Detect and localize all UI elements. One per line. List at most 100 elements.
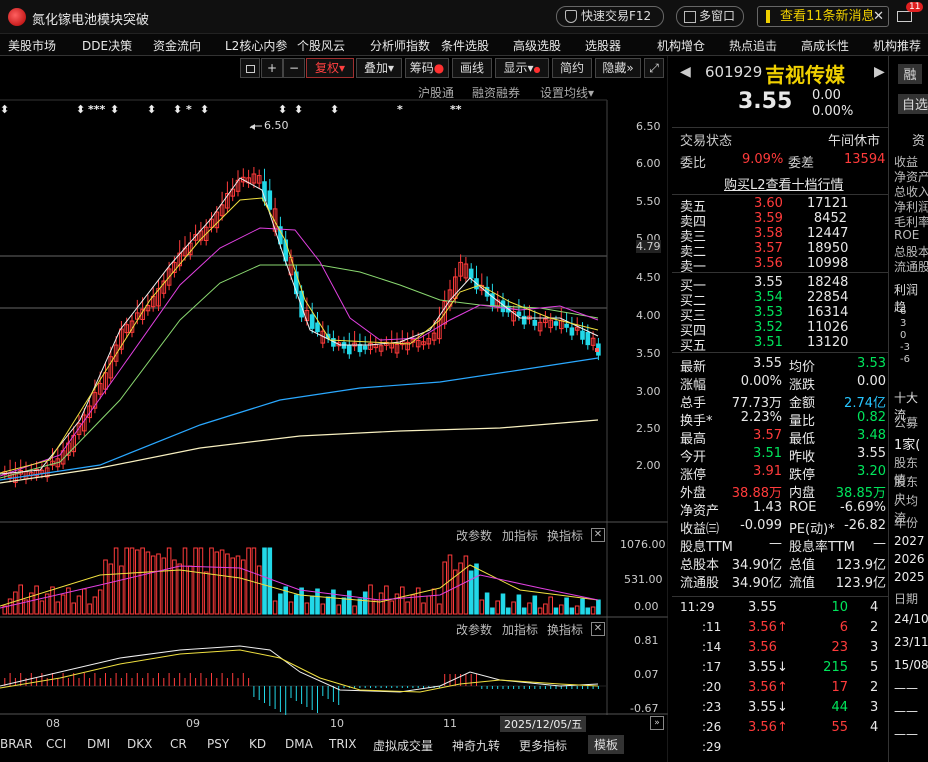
simplify-button[interactable]: 简约 (552, 58, 592, 78)
zoom-out-button[interactable]: − (283, 58, 305, 78)
month-label: 10 (330, 717, 344, 730)
stat-value: 0.82 (857, 410, 886, 425)
stat-value: 34.90亿 (731, 558, 782, 573)
candle-body (590, 337, 596, 346)
menu-item[interactable]: 分析师指数 (370, 39, 431, 53)
menu-item[interactable]: 个股风云 (297, 39, 346, 53)
watchlist-button[interactable]: 自选 (898, 94, 928, 114)
kline-svg[interactable] (0, 56, 668, 762)
volume-bar (214, 551, 220, 615)
indicator-tabs: BRAR CCI DMI DKX CR PSY KD DMA TRIX 虚拟成交… (0, 733, 668, 762)
tab-dmi[interactable]: DMI (87, 737, 111, 751)
candle-body (574, 326, 580, 331)
menu-item[interactable]: DDE决策 (82, 39, 133, 53)
candle-body (230, 188, 235, 197)
tab-template[interactable]: 模板 (588, 735, 625, 754)
next-stock-arrow-icon[interactable]: ▶ (874, 64, 885, 80)
tab-virtual-volume[interactable]: 虚拟成交量 (373, 739, 434, 753)
fuquan-button[interactable]: 复权▾ (306, 58, 354, 78)
macd-params-button[interactable]: 改参数 (456, 623, 493, 637)
stat-label: 总股本 (680, 558, 720, 573)
multi-window-button[interactable]: 多窗口 (676, 6, 744, 27)
tab-dma[interactable]: DMA (285, 737, 313, 751)
volume-params-button[interactable]: 改参数 (456, 529, 493, 543)
stat-value: 0.00% (740, 374, 782, 389)
macd-dif-line (0, 645, 599, 693)
l2-link[interactable]: 购买L2查看十档行情 (724, 178, 844, 193)
menu-item[interactable]: 高成长性 (801, 39, 850, 53)
tab-cr[interactable]: CR (170, 737, 187, 751)
menu-item[interactable]: 机构推荐 (873, 39, 922, 53)
volume-bar (66, 587, 71, 615)
menu-item[interactable]: 机构增仓 (657, 39, 706, 53)
menu-item[interactable]: 热点追击 (729, 39, 778, 53)
event-markers[interactable]: ⬍ ⬍ *** ⬍ ⬍ ⬍ * ⬍ ⬍ ⬍ ⬍ * ** (0, 103, 462, 116)
tab-magic-nine[interactable]: 神奇九转 (452, 739, 501, 753)
bid-level-label: 买一 (680, 279, 707, 294)
tab-brar[interactable]: BRAR (0, 737, 33, 751)
display-button[interactable]: 显示▾● (495, 58, 549, 78)
volume-bar (500, 593, 506, 615)
moving-average-lines (0, 177, 599, 484)
bid-level-label: 买四 (680, 324, 707, 339)
title-bar: 氮化镓电池模块突破 快速交易F12 多窗口 查看11条新消息 ✕ 11 (0, 0, 928, 34)
tab-psy[interactable]: PSY (207, 737, 230, 751)
macd-switch-button[interactable]: 换指标 (547, 623, 584, 637)
prev-stock-arrow-icon[interactable]: ◀ (680, 64, 691, 80)
hide-button[interactable]: 隐藏» (595, 58, 641, 78)
ask-volume: 8452 (813, 211, 847, 226)
menu-item[interactable]: 资金流向 (153, 39, 202, 53)
lock-button[interactable] (240, 58, 260, 78)
volume-bar (7, 598, 13, 615)
tab-trix[interactable]: TRIX (329, 737, 357, 751)
news-button[interactable]: 查看11条新消息 ✕ (757, 6, 889, 27)
stat-label: ROE (789, 500, 817, 515)
candle-body (172, 262, 177, 274)
volume-close-button[interactable]: ✕ (591, 528, 605, 542)
menu-item[interactable]: 美股市场 (8, 39, 57, 53)
finance-label: 总股本 (894, 245, 928, 259)
margin-button[interactable]: 融 (898, 64, 922, 84)
volume-add-button[interactable]: 加指标 (502, 529, 539, 543)
menu-item[interactable]: 条件选股 (441, 39, 490, 53)
candle-body (357, 344, 363, 353)
zoom-in-button[interactable]: + (261, 58, 283, 78)
tab-dkx[interactable]: DKX (127, 737, 153, 751)
menu-item[interactable]: 高级选股 (513, 39, 562, 53)
volume-bar (320, 603, 326, 615)
bid-level-label: 买五 (680, 339, 707, 354)
tick-volume: 6 (839, 620, 848, 635)
kline-chart-area[interactable]: + − 复权▾ 叠加▾ 筹码● 画线 显示▾● 简约 隐藏» ⤢ 沪股通 融资融… (0, 56, 668, 762)
stat-label: 今开 (680, 450, 707, 465)
overlay-button[interactable]: 叠加▾ (356, 58, 402, 78)
volume-bar (182, 547, 188, 615)
tab-more-indicators[interactable]: 更多指标 (519, 739, 568, 753)
volume-bar (2, 605, 8, 615)
quick-trade-button[interactable]: 快速交易F12 (556, 6, 664, 27)
candle-body (145, 305, 151, 312)
volume-switch-button[interactable]: 换指标 (547, 529, 584, 543)
stat-label: 最新 (680, 360, 707, 375)
chips-button[interactable]: 筹码● (405, 58, 449, 78)
bid-volume: 13120 (807, 335, 849, 350)
tab-cci[interactable]: CCI (46, 737, 67, 751)
ask-price: 3.56 (754, 256, 783, 271)
fullscreen-button[interactable]: ⤢ (644, 58, 664, 78)
ask-volume: 10998 (807, 256, 849, 271)
candle-body (97, 383, 103, 395)
tab-kd[interactable]: KD (249, 737, 267, 751)
scroll-right-button[interactable]: » (650, 716, 664, 730)
menu-item[interactable]: L2核心内参 (225, 39, 288, 53)
volume-bar (103, 559, 108, 615)
rzrq-link[interactable]: 融资融券 (472, 86, 521, 100)
macd-close-button[interactable]: ✕ (591, 622, 605, 636)
hgt-link[interactable]: 沪股通 (418, 86, 455, 100)
mail-icon[interactable] (897, 11, 912, 22)
menu-item[interactable]: 选股器 (585, 39, 622, 53)
close-icon[interactable]: ✕ (873, 9, 884, 24)
chevron-down-icon: ▾ (338, 61, 346, 75)
draw-button[interactable]: 画线 (452, 58, 492, 78)
candle-body (511, 311, 516, 322)
ma-settings-link[interactable]: 设置均线▾ (540, 86, 595, 100)
macd-add-button[interactable]: 加指标 (502, 623, 539, 637)
